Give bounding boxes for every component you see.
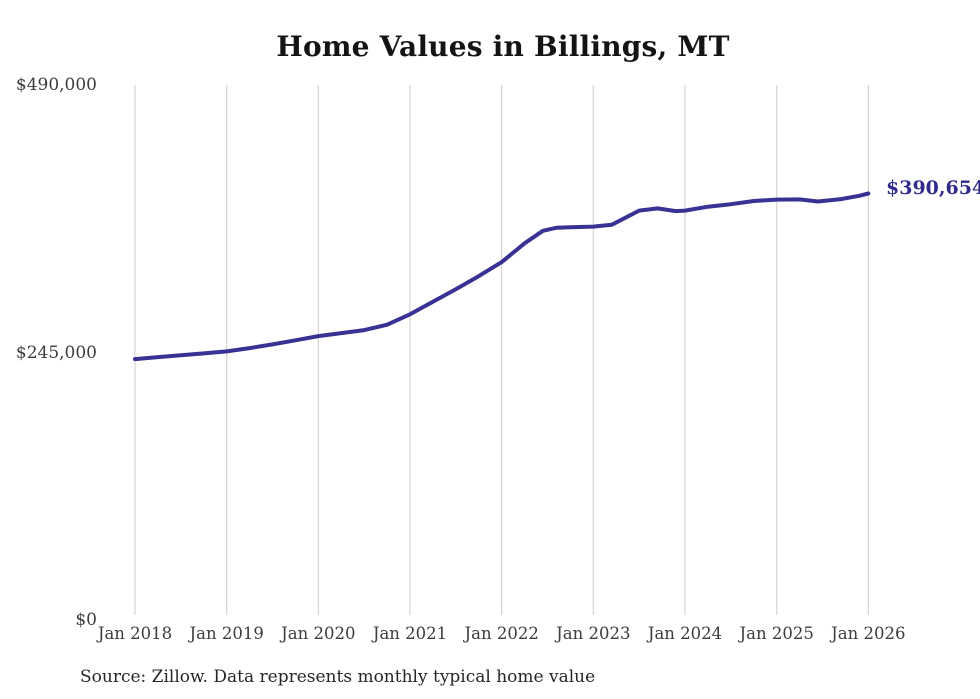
x-tick-jan-2021: Jan 2021	[372, 624, 448, 643]
x-tick-jan-2022: Jan 2022	[464, 624, 539, 643]
x-tick-jan-2024: Jan 2024	[647, 624, 723, 643]
x-tick-jan-2018: Jan 2018	[97, 624, 173, 643]
y-tick-0: $0	[75, 610, 97, 630]
x-tick-jan-2025: Jan 2025	[739, 624, 814, 643]
source-note: Source: Zillow. Data represents monthly …	[80, 667, 596, 687]
latest-value-label: $390,654	[886, 177, 980, 199]
y-tick-490000: $490,000	[15, 75, 97, 95]
x-tick-jan-2026: Jan 2026	[831, 624, 906, 643]
x-tick-jan-2020: Jan 2020	[281, 624, 356, 643]
x-tick-jan-2023: Jan 2023	[556, 624, 631, 643]
home-value-line	[133, 191, 871, 362]
x-tick-jan-2019: Jan 2019	[189, 624, 264, 643]
y-tick-245000: $245,000	[15, 343, 97, 363]
chart-title: Home Values in Billings, MT	[276, 30, 730, 63]
